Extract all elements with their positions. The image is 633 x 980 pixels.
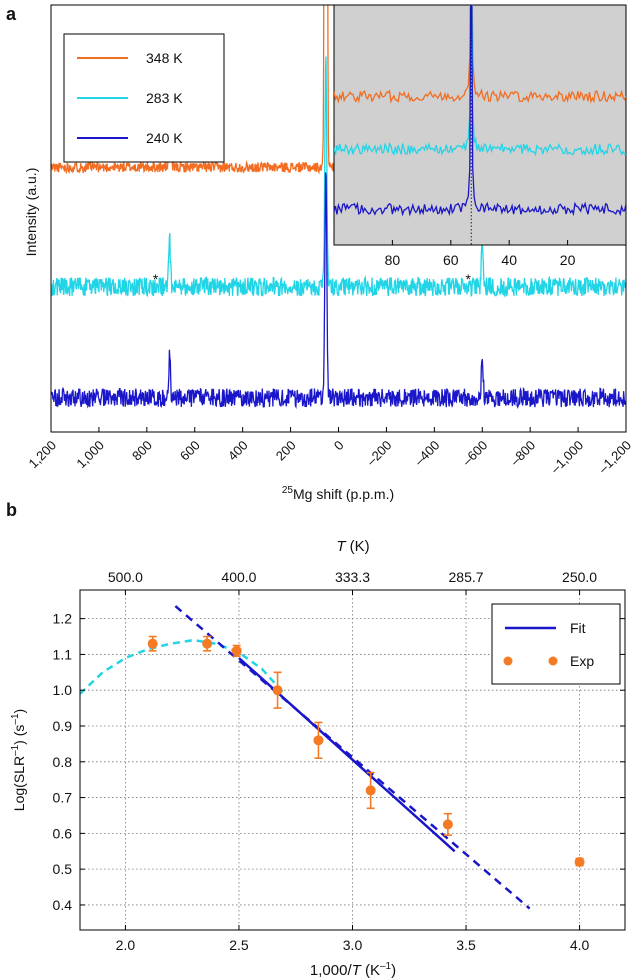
y-tick-label: 0.4 xyxy=(53,897,73,913)
panel-b-data xyxy=(80,605,585,910)
panel-b-chart: 2.0 2.5 3.0 3.5 4.0 500.0 400.0 333.3 285.7 250.0… xyxy=(10,538,626,979)
panel-a-legend: 348 K 283 K 240 K xyxy=(63,33,225,163)
x-tick-label: 2.0 xyxy=(116,937,136,953)
x-tick-label: –400 xyxy=(411,438,442,469)
panel-b-legend: Fit Exp xyxy=(491,603,621,685)
top-tick-label: 285.7 xyxy=(449,569,484,585)
fit-line xyxy=(238,657,456,853)
exp-point xyxy=(574,857,585,867)
x-tick-label: 1,200 xyxy=(26,438,60,472)
top-tick-label: 250.0 xyxy=(562,569,597,585)
legend-box xyxy=(491,603,621,685)
top-tick-label: 500.0 xyxy=(108,569,143,585)
x-tick-label: –1,200 xyxy=(595,438,633,477)
inset-tick-label: 40 xyxy=(501,252,517,268)
panel-a-chart: 80 60 40 20 348 K 283 K 240 K 1,200 1,000 800 60… xyxy=(23,4,633,502)
panel-a-letter: a xyxy=(6,4,17,24)
spectrum-line-283K xyxy=(51,56,626,298)
exp-point xyxy=(202,638,213,649)
x-tick-label: –1,000 xyxy=(547,438,586,477)
legend-label: 283 K xyxy=(146,90,183,106)
y-tick-label: 1.2 xyxy=(53,611,73,627)
inset-line-240K xyxy=(334,5,626,217)
exp-point xyxy=(147,638,158,649)
inset-tick-label: 20 xyxy=(560,252,576,268)
panel-a-x-axis-label: 25Mg shift (p.p.m.) xyxy=(282,485,394,502)
x-tick-label: 2.5 xyxy=(229,937,249,953)
panel-a-y-axis-label: Intensity (a.u.) xyxy=(23,168,39,257)
x-tick-label: 400 xyxy=(225,438,251,464)
x-tick-label: 600 xyxy=(177,438,203,464)
x-tick-label: 3.5 xyxy=(456,937,476,953)
y-tick-label: 1.1 xyxy=(53,646,73,662)
inset-tick-label: 80 xyxy=(385,252,401,268)
y-tick-label: 1.0 xyxy=(53,682,73,698)
x-tick-label: –600 xyxy=(459,438,490,469)
y-tick-label: 0.8 xyxy=(53,754,73,770)
exp-point xyxy=(231,645,242,656)
legend-exp-marker xyxy=(503,656,513,666)
legend-fit-label: Fit xyxy=(570,620,586,636)
inset-tick-label: 60 xyxy=(443,252,459,268)
model-curve xyxy=(80,638,286,695)
legend-label: 240 K xyxy=(146,130,183,146)
spectrum-line-240K xyxy=(51,172,626,410)
x-tick-label: –200 xyxy=(363,438,394,469)
x-tick-label: 200 xyxy=(273,438,299,464)
x-tick-label: 0 xyxy=(331,438,347,454)
top-tick-label: 333.3 xyxy=(335,569,370,585)
panel-a-sideband-markers: * * xyxy=(153,271,472,287)
panel-a-x-ticks: 1,200 1,000 800 600 400 200 0 –200 –400 –600 –800–… xyxy=(26,427,633,476)
exp-point xyxy=(313,735,324,746)
legend-label: 348 K xyxy=(146,50,183,66)
panel-b-ticks: 2.0 2.5 3.0 3.5 4.0 500.0 400.0 333.3 285.7 250.0… xyxy=(53,569,625,953)
panel-b-x-axis-label: 1,000/T (K–1) xyxy=(310,961,396,979)
exp-point xyxy=(442,819,453,830)
x-tick-label: 800 xyxy=(129,438,155,464)
exp-point xyxy=(365,785,376,796)
panel-b-y-axis-label: Log(SLR–1) (s–1) xyxy=(10,709,27,811)
y-tick-label: 0.5 xyxy=(53,861,73,877)
x-tick-label: –800 xyxy=(507,438,538,469)
sideband-marker: * xyxy=(466,271,472,287)
panel-b-letter: b xyxy=(6,500,17,520)
legend-exp-marker xyxy=(548,656,558,666)
y-tick-label: 0.7 xyxy=(53,790,73,806)
inset-background xyxy=(333,4,627,246)
exp-point xyxy=(272,685,283,696)
y-tick-label: 0.6 xyxy=(53,825,73,841)
x-tick-label: 1,000 xyxy=(73,438,107,472)
top-tick-label: 400.0 xyxy=(221,569,256,585)
x-tick-label: 4.0 xyxy=(570,937,590,953)
inset-line-348K xyxy=(334,5,626,104)
x-tick-label: 3.0 xyxy=(343,937,363,953)
inset-line-283K xyxy=(334,5,626,157)
y-tick-label: 0.9 xyxy=(53,718,73,734)
legend-exp-label: Exp xyxy=(570,653,594,669)
panel-a-inset: 80 60 40 20 xyxy=(333,4,627,268)
panel-b-top-axis-label: T (K) xyxy=(336,538,369,555)
sideband-marker: * xyxy=(153,271,159,287)
